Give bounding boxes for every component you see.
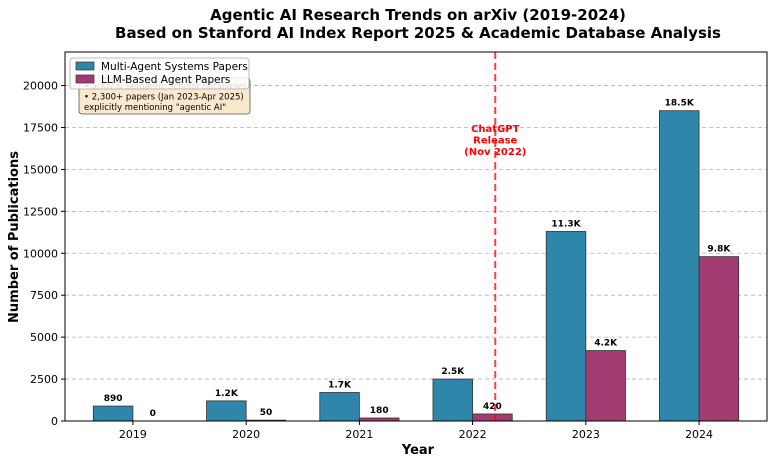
- x-tick-label: 2021: [345, 428, 373, 441]
- y-axis-ticks: 0 2500 5000 7500 10000 12500 15000 17500 20000: [23, 80, 65, 428]
- y-tick-label: 10000: [23, 247, 58, 260]
- llm-agent-legend-swatch: [75, 74, 95, 84]
- y-tick-label: 15000: [23, 163, 58, 176]
- llm-agent-bar-2022: [472, 413, 513, 422]
- chatgpt-annotation-text: ChatGPT: [471, 124, 520, 135]
- y-tick-label: 7500: [30, 289, 58, 302]
- llm-agent-label-2023: 4.2K: [594, 339, 618, 349]
- x-tick-label: 2020: [232, 428, 260, 441]
- y-axis-label: Number of Publications: [7, 151, 22, 323]
- y-tick-label: 20000: [23, 80, 58, 93]
- x-axis-ticks: 2019 2020 2021 2022 2023 2024: [119, 421, 713, 441]
- multi-agent-bar-2022: [432, 378, 474, 422]
- multi-agent-bar-2021: [319, 392, 360, 422]
- multi-agent-legend-swatch: [75, 61, 95, 71]
- x-tick-label: 2022: [459, 428, 487, 441]
- plot-frame: [64, 51, 768, 422]
- y-tick-label: 5000: [30, 331, 58, 344]
- note-line: • 2,300+ papers (Jan 2023-Apr 2025): [84, 93, 244, 103]
- llm-agent-bar-2023: [585, 350, 626, 422]
- multi-agent-bar-2020: [206, 400, 247, 422]
- bars: [92, 110, 740, 422]
- chart-title-line-1: Agentic AI Research Trends on arXiv (201…: [210, 6, 626, 24]
- multi-agent-bar-2023: [545, 231, 587, 422]
- x-axis-label: Year: [401, 443, 435, 458]
- y-tick-label: 0: [51, 415, 58, 428]
- multi-agent-label-2020: 1.2K: [215, 389, 239, 399]
- multi-agent-label-2022: 2.5K: [441, 367, 465, 377]
- note-line: explicitly mentioning "agentic AI": [84, 103, 226, 113]
- legend-box: [69, 57, 250, 90]
- y-tick-label: 12500: [23, 205, 58, 218]
- multi-agent-bar-2019: [92, 405, 134, 422]
- x-tick-label: 2024: [685, 428, 713, 441]
- x-tick-label: 2019: [119, 428, 147, 441]
- y-tick-label: 2500: [30, 373, 58, 386]
- llm-agent-label-2024: 9.8K: [707, 245, 731, 255]
- multi-agent-label-2023: 11.3K: [551, 219, 581, 229]
- chart-title-line-2: Based on Stanford AI Index Report 2025 &…: [115, 24, 721, 42]
- grid-lines: [65, 85, 767, 422]
- multi-agent-label-2019: 890: [104, 394, 123, 404]
- bar-value-labels: 890 1.2K 1.7K 2.5K 11.3K 18.5K 0 50 180 420 4.2K 9.…: [104, 99, 732, 419]
- multi-agent-label-2021: 1.7K: [328, 380, 352, 390]
- llm-agent-bar-2024: [698, 256, 740, 422]
- multi-agent-label-2024: 18.5K: [665, 99, 695, 109]
- multi-agent-bar-2024: [659, 110, 700, 422]
- chatgpt-annotation-text: Release: [473, 136, 517, 147]
- chatgpt-annotation-text: (Nov 2022): [464, 147, 526, 158]
- llm-agent-label-2022: 420: [483, 402, 502, 412]
- llm-agent-label-2019: 0: [150, 409, 156, 419]
- llm-agent-label-2021: 180: [370, 406, 389, 416]
- multi-agent-legend-label: Multi-Agent Systems Papers: [101, 61, 248, 73]
- x-tick-label: 2023: [572, 428, 600, 441]
- y-tick-label: 17500: [23, 121, 58, 134]
- llm-agent-label-2020: 50: [260, 408, 273, 418]
- llm-agent-legend-label: LLM-Based Agent Papers: [101, 74, 230, 86]
